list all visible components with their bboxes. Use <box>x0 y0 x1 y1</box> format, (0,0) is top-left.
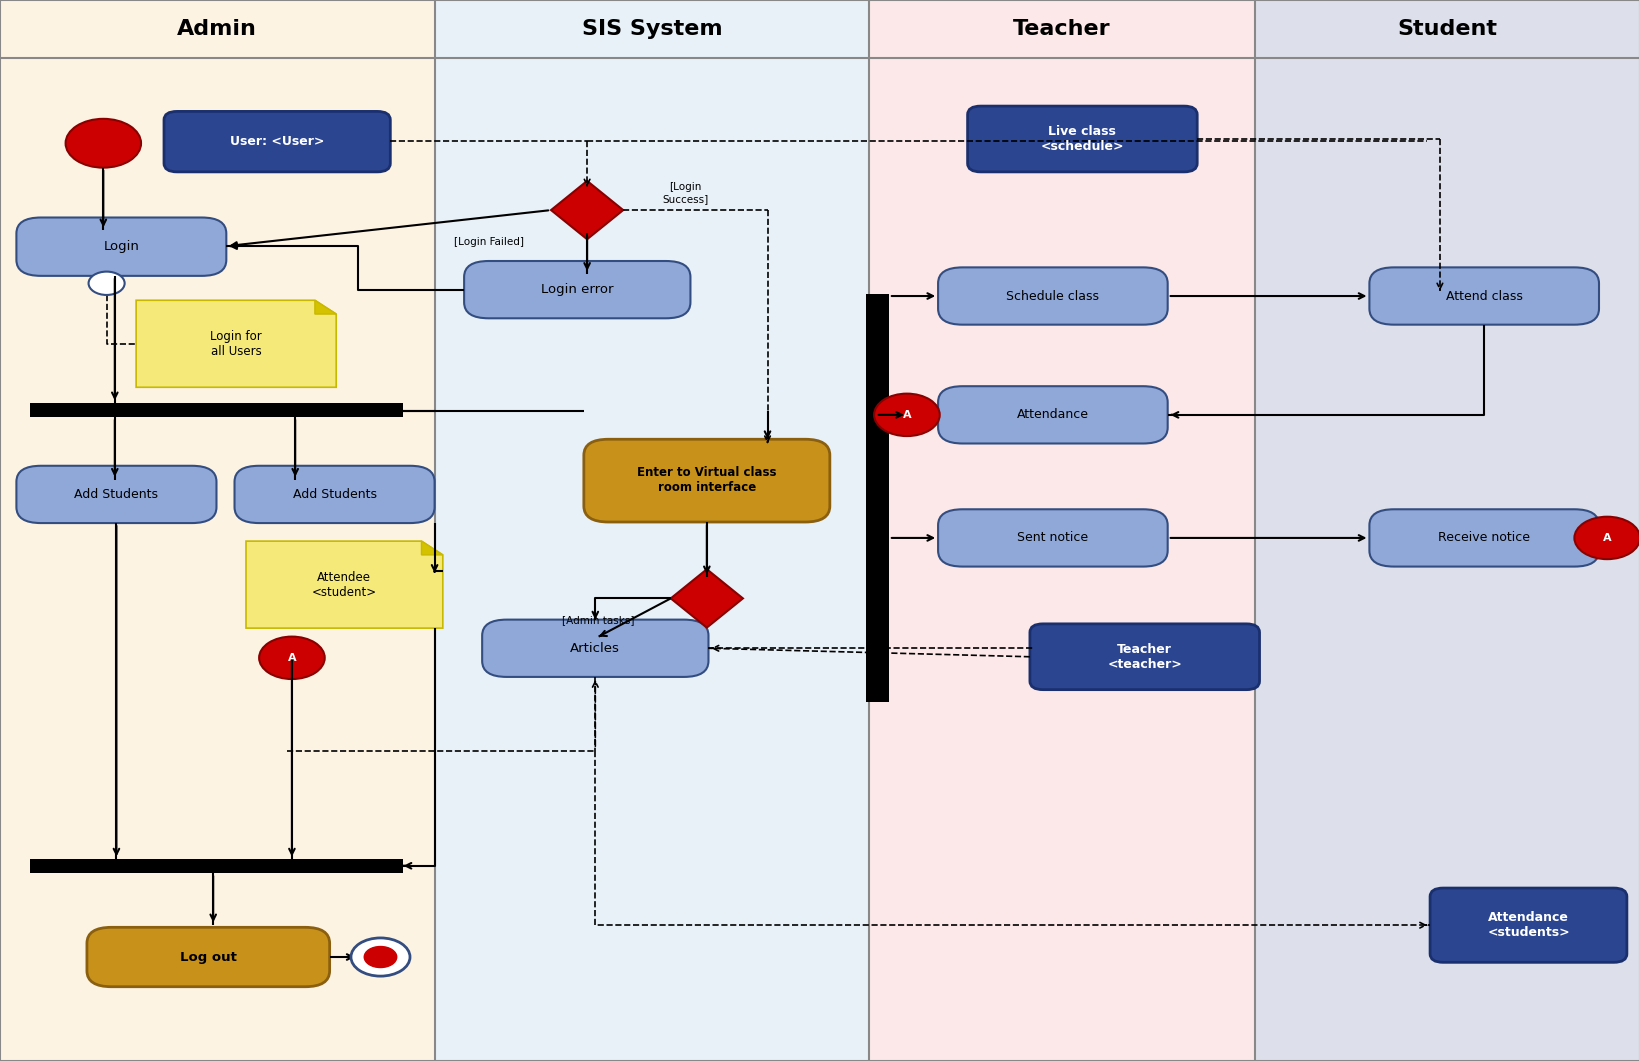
Text: [Login
Success]: [Login Success] <box>662 182 708 204</box>
FancyBboxPatch shape <box>938 509 1167 567</box>
Text: A: A <box>1601 533 1611 543</box>
Bar <box>865 294 888 702</box>
FancyBboxPatch shape <box>164 111 390 172</box>
FancyBboxPatch shape <box>87 927 329 987</box>
FancyBboxPatch shape <box>938 386 1167 443</box>
Text: Login error: Login error <box>541 283 613 296</box>
Text: Login: Login <box>103 240 139 253</box>
Text: Teacher
<teacher>: Teacher <teacher> <box>1106 643 1182 671</box>
Text: Articles: Articles <box>570 642 620 655</box>
Text: [Admin tasks]: [Admin tasks] <box>562 614 634 625</box>
Text: Attendance: Attendance <box>1016 408 1088 421</box>
Circle shape <box>1573 517 1639 559</box>
Text: Add Students: Add Students <box>292 488 377 501</box>
Text: Log out: Log out <box>180 951 236 963</box>
Text: [Login Failed]: [Login Failed] <box>454 237 523 247</box>
Text: Schedule class: Schedule class <box>1006 290 1098 302</box>
FancyBboxPatch shape <box>1369 267 1598 325</box>
FancyBboxPatch shape <box>16 218 226 276</box>
Text: Teacher: Teacher <box>1013 19 1110 39</box>
Text: A: A <box>901 410 911 420</box>
Circle shape <box>89 272 125 295</box>
Text: Add Students: Add Students <box>74 488 159 501</box>
Circle shape <box>66 119 141 168</box>
Polygon shape <box>136 300 336 387</box>
Text: User: <User>: User: <User> <box>229 135 325 147</box>
Circle shape <box>259 637 325 679</box>
FancyBboxPatch shape <box>583 439 829 522</box>
Bar <box>0 0 434 1061</box>
FancyBboxPatch shape <box>464 261 690 318</box>
Polygon shape <box>551 180 623 239</box>
Text: Attend class: Attend class <box>1446 290 1521 302</box>
Text: Live class
<schedule>: Live class <schedule> <box>1041 125 1123 153</box>
Text: A: A <box>287 653 297 663</box>
Text: Attendee
<student>: Attendee <student> <box>311 571 377 598</box>
FancyBboxPatch shape <box>1429 888 1626 962</box>
FancyBboxPatch shape <box>234 466 434 523</box>
Text: Admin: Admin <box>177 19 257 39</box>
FancyBboxPatch shape <box>1029 624 1259 690</box>
Polygon shape <box>246 541 443 628</box>
Text: Student: Student <box>1396 19 1496 39</box>
FancyBboxPatch shape <box>16 466 216 523</box>
Bar <box>434 0 869 1061</box>
Text: Attendance
<students>: Attendance <students> <box>1487 911 1569 939</box>
Polygon shape <box>421 541 443 555</box>
Text: Receive notice: Receive notice <box>1437 532 1529 544</box>
Text: Sent notice: Sent notice <box>1016 532 1088 544</box>
FancyBboxPatch shape <box>1369 509 1598 567</box>
FancyBboxPatch shape <box>938 267 1167 325</box>
Text: Login for
all Users: Login for all Users <box>210 330 262 358</box>
Text: SIS System: SIS System <box>582 19 721 39</box>
Bar <box>30 859 403 873</box>
Bar <box>869 0 1254 1061</box>
Polygon shape <box>670 569 742 628</box>
Circle shape <box>351 938 410 976</box>
FancyBboxPatch shape <box>482 620 708 677</box>
Bar <box>30 403 403 417</box>
Polygon shape <box>315 300 336 314</box>
Text: Enter to Virtual class
room interface: Enter to Virtual class room interface <box>636 466 777 493</box>
Bar <box>1254 0 1639 1061</box>
Circle shape <box>874 394 939 436</box>
Circle shape <box>364 946 397 968</box>
FancyBboxPatch shape <box>967 106 1196 172</box>
